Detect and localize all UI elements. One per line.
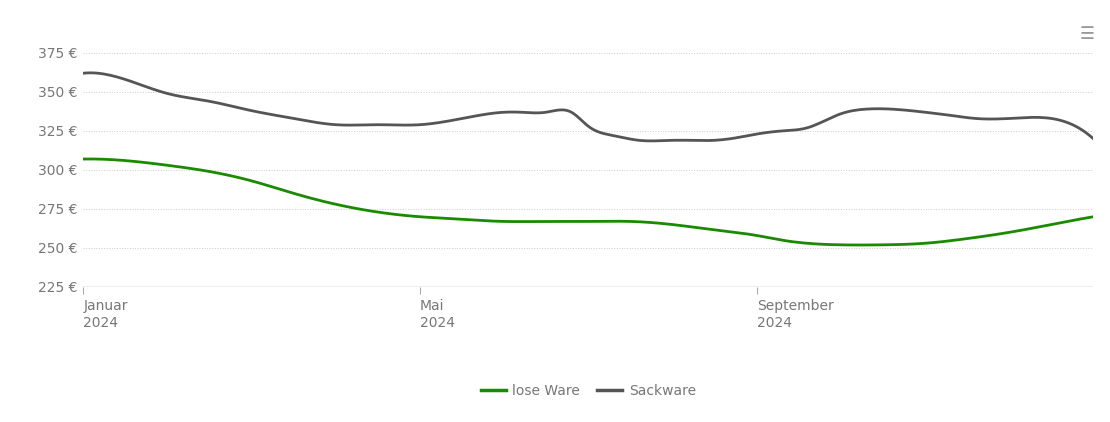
Legend: lose Ware, Sackware: lose Ware, Sackware: [475, 379, 702, 403]
Text: ☰: ☰: [1080, 25, 1094, 43]
